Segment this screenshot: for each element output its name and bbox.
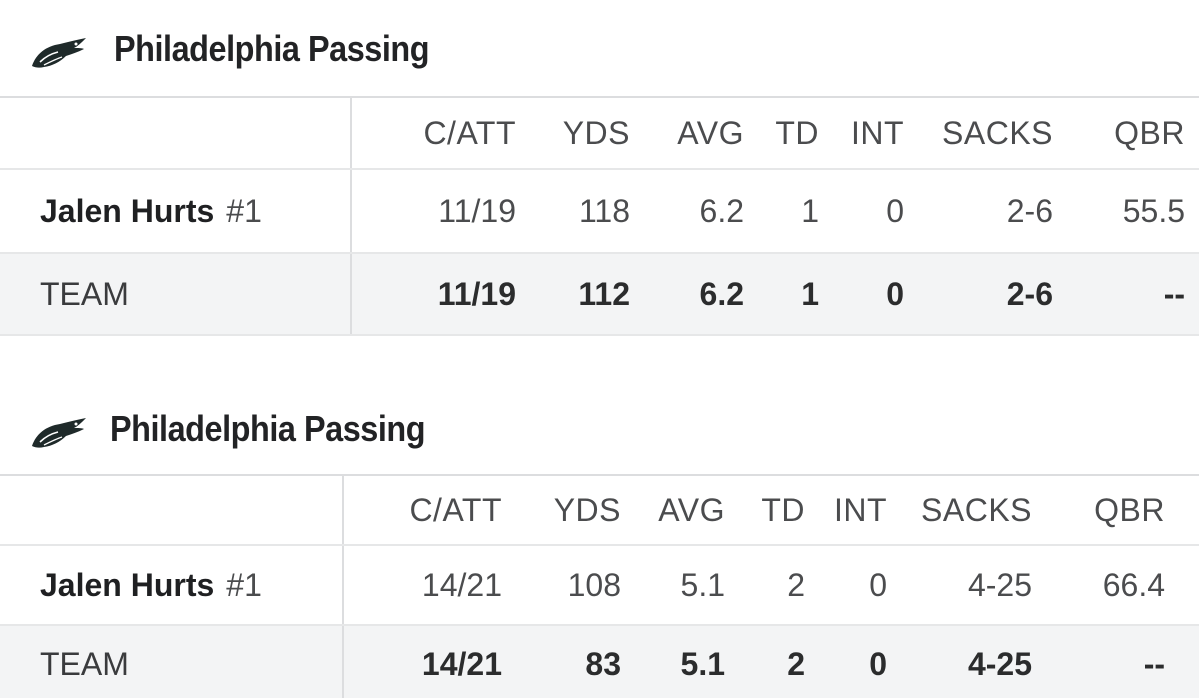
col-header-int: INT bbox=[850, 114, 904, 151]
col-header-int: INT bbox=[833, 491, 887, 528]
panel-title: Philadelphia Passing bbox=[114, 28, 430, 69]
team-stat-avg: 6.2 bbox=[699, 275, 744, 312]
team-stat-yds: 112 bbox=[578, 275, 630, 312]
player-row[interactable]: Jalen Hurts #1 14/21 108 5.1 2 0 4-25 66… bbox=[0, 546, 1199, 626]
player-name[interactable]: Jalen Hurts bbox=[40, 192, 215, 229]
team-stat-td: 1 bbox=[801, 275, 819, 312]
stat-avg: 6.2 bbox=[699, 192, 744, 229]
player-name-cell[interactable]: Jalen Hurts #1 bbox=[40, 170, 262, 252]
player-name[interactable]: Jalen Hurts bbox=[40, 566, 215, 603]
col-header-qbr: QBR bbox=[1094, 491, 1165, 528]
col-header-catt: C/ATT bbox=[423, 114, 516, 151]
stat-td: 2 bbox=[787, 566, 805, 603]
column-divider bbox=[350, 254, 352, 334]
player-jersey: #1 bbox=[226, 566, 262, 603]
player-row[interactable]: Jalen Hurts #1 11/19 118 6.2 1 0 2-6 55.… bbox=[0, 170, 1199, 254]
team-stat-sacks: 2-6 bbox=[1006, 275, 1053, 312]
panel-title: Philadelphia Passing bbox=[110, 408, 426, 449]
col-header-avg: AVG bbox=[658, 491, 725, 528]
col-header-qbr: QBR bbox=[1114, 114, 1185, 151]
player-jersey: #1 bbox=[226, 192, 262, 229]
col-header-sacks: SACKS bbox=[942, 114, 1053, 151]
passing-panel-1: Philadelphia Passing C/ATT YDS AVG TD IN… bbox=[0, 0, 1199, 336]
table-header-row: C/ATT YDS AVG TD INT SACKS QBR bbox=[0, 98, 1199, 170]
stat-yds: 108 bbox=[567, 566, 621, 603]
column-divider bbox=[350, 170, 352, 252]
col-header-yds: YDS bbox=[562, 114, 630, 151]
passing-table: C/ATT YDS AVG TD INT SACKS QBR Jalen Hur… bbox=[0, 96, 1199, 336]
team-stat-avg: 5.1 bbox=[680, 645, 725, 682]
stat-int: 0 bbox=[869, 566, 887, 603]
table-header-row: C/ATT YDS AVG TD INT SACKS QBR bbox=[0, 476, 1199, 546]
team-stat-catt: 11/19 bbox=[437, 275, 516, 312]
team-stat-qbr: -- bbox=[1163, 275, 1185, 312]
team-stat-int: 0 bbox=[869, 645, 887, 682]
col-header-avg: AVG bbox=[677, 114, 744, 151]
team-stat-sacks: 4-25 bbox=[967, 645, 1032, 682]
col-header-yds: YDS bbox=[553, 491, 621, 528]
col-header-td: TD bbox=[775, 114, 819, 151]
column-divider bbox=[342, 546, 344, 624]
stat-qbr: 66.4 bbox=[1102, 566, 1165, 603]
player-name-cell[interactable]: Jalen Hurts #1 bbox=[40, 546, 262, 624]
passing-table: C/ATT YDS AVG TD INT SACKS QBR Jalen Hur… bbox=[0, 474, 1199, 698]
stat-sacks: 2-6 bbox=[1006, 192, 1053, 229]
stat-qbr: 55.5 bbox=[1122, 192, 1185, 229]
col-header-td: TD bbox=[761, 491, 805, 528]
stat-catt: 14/21 bbox=[421, 566, 502, 603]
eagles-logo-icon bbox=[32, 418, 86, 448]
stat-sacks: 4-25 bbox=[967, 566, 1032, 603]
stat-yds: 118 bbox=[578, 192, 630, 229]
passing-panel-2: Philadelphia Passing C/ATT YDS AVG TD IN… bbox=[0, 378, 1199, 698]
team-row: TEAM 11/19 112 6.2 1 0 2-6 -- bbox=[0, 254, 1199, 336]
eagles-logo-icon bbox=[32, 38, 86, 68]
column-divider bbox=[342, 476, 344, 544]
team-label: TEAM bbox=[40, 275, 129, 312]
column-divider bbox=[350, 98, 352, 168]
stat-td: 1 bbox=[801, 192, 819, 229]
col-header-sacks: SACKS bbox=[921, 491, 1032, 528]
team-stat-int: 0 bbox=[886, 275, 904, 312]
stat-catt: 11/19 bbox=[438, 192, 516, 229]
team-stat-qbr: -- bbox=[1143, 645, 1165, 682]
team-stat-td: 2 bbox=[787, 645, 805, 682]
stat-int: 0 bbox=[886, 192, 904, 229]
column-divider bbox=[342, 626, 344, 698]
col-header-catt: C/ATT bbox=[409, 491, 502, 528]
panel-header: Philadelphia Passing bbox=[0, 0, 1199, 96]
stat-avg: 5.1 bbox=[680, 566, 725, 603]
team-stat-catt: 14/21 bbox=[421, 645, 502, 682]
team-stat-yds: 83 bbox=[585, 645, 621, 682]
team-row: TEAM 14/21 83 5.1 2 0 4-25 -- bbox=[0, 626, 1199, 698]
team-label: TEAM bbox=[40, 645, 129, 682]
panel-header: Philadelphia Passing bbox=[0, 378, 1199, 474]
